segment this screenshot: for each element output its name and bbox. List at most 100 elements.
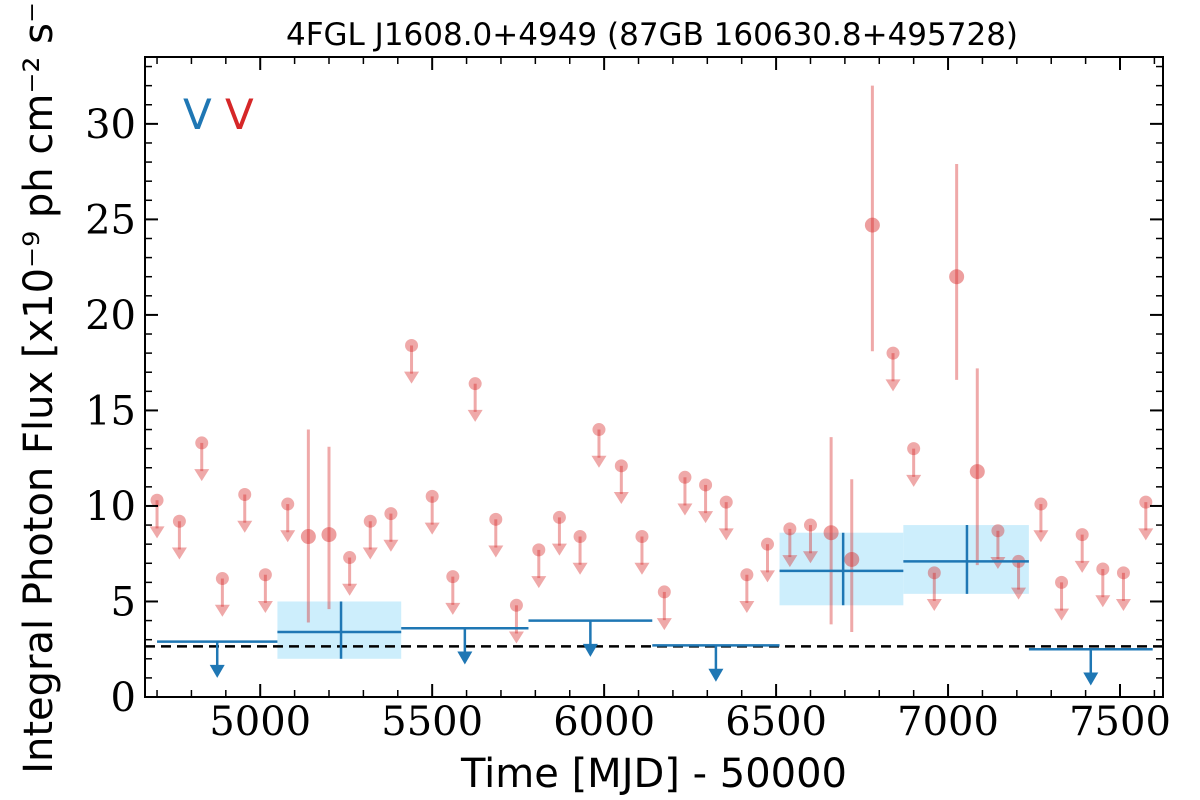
red-limit-arrow-2	[194, 469, 210, 482]
red-limit-arrow-19	[551, 543, 567, 556]
axis-ticks: 5000 5500 6000 6500 7000 7500 0 5 10 15 20 25 30	[85, 57, 1171, 745]
red-limit-arrow-12	[404, 371, 420, 384]
red-limit-arrow-21	[591, 455, 607, 468]
red-limit-arrow-44	[1074, 560, 1090, 573]
red-limit-arrow-5	[257, 600, 273, 613]
y-tick-label: 10	[85, 484, 136, 530]
red-limit-arrow-36	[906, 474, 922, 487]
red-limit-point-0	[150, 493, 164, 507]
red-limit-point-30	[783, 522, 797, 536]
red-limit-point-14	[446, 570, 460, 584]
y-tick-label: 0	[111, 675, 136, 721]
red-limit-arrow-0	[149, 526, 165, 539]
x-axis-label: Time [MJD] - 50000	[460, 751, 847, 797]
red-limit-point-1	[172, 514, 186, 528]
red-limit-arrow-35	[885, 379, 901, 392]
x-tick-label: 5000	[209, 699, 311, 745]
red-limit-point-46	[1116, 566, 1130, 580]
blue-band-1	[277, 601, 402, 659]
red-limit-arrow-1	[171, 547, 187, 560]
red-limit-point-28	[740, 568, 754, 582]
x-tick-label: 5500	[381, 699, 483, 745]
red-limit-point-15	[468, 377, 482, 391]
red-limit-arrow-6	[280, 530, 296, 543]
red-limit-arrow-26	[698, 511, 714, 524]
red-limit-point-24	[657, 585, 671, 599]
red-limit-arrow-47	[1138, 528, 1154, 541]
legend: V V	[183, 90, 254, 139]
red-limit-point-9	[343, 551, 357, 565]
red-limit-point-10	[363, 514, 377, 528]
red-limit-point-21	[592, 423, 606, 437]
red-limit-arrow-29	[759, 570, 775, 583]
red-limit-point-35	[886, 346, 900, 360]
red-limit-point-20	[573, 530, 587, 544]
blue-limit-arrow-2	[457, 651, 473, 665]
red-limit-point-25	[678, 470, 692, 484]
red-limit-arrow-11	[383, 539, 399, 552]
red-limit-point-3	[215, 572, 229, 586]
blue-limit-arrow-3	[582, 643, 598, 657]
red-limit-point-18	[532, 543, 546, 557]
red-limit-point-40	[991, 524, 1005, 538]
red-limit-point-27	[719, 495, 733, 509]
red-limit-arrow-20	[572, 562, 588, 575]
blue-band-5	[779, 532, 904, 606]
red-limit-point-5	[258, 568, 272, 582]
red-point-38	[949, 269, 965, 285]
red-limit-point-22	[614, 459, 628, 473]
red-limit-arrow-16	[488, 545, 504, 558]
y-tick-label: 20	[85, 293, 136, 339]
red-limit-point-19	[552, 510, 566, 524]
red-limit-arrow-17	[508, 631, 524, 644]
red-limit-arrow-18	[531, 576, 547, 589]
x-tick-label: 6500	[725, 699, 827, 745]
red-limit-point-11	[384, 507, 398, 521]
red-limit-arrow-10	[362, 547, 378, 560]
red-limit-arrow-27	[718, 528, 734, 541]
y-axis-label: Integral Photon Flux [x10⁻⁹ ph cm⁻² s⁻¹]	[16, 0, 62, 774]
red-limit-arrow-43	[1054, 608, 1070, 621]
red-limit-point-2	[195, 436, 209, 450]
red-limit-point-16	[489, 512, 503, 526]
legend-entry-blue: V	[183, 90, 212, 139]
red-limit-point-29	[760, 537, 774, 551]
x-tick-label: 7000	[897, 699, 999, 745]
red-limit-arrow-45	[1095, 595, 1111, 608]
red-limit-arrow-14	[445, 602, 461, 615]
red-point-7	[300, 529, 316, 545]
y-tick-label: 15	[85, 388, 136, 434]
red-point-34	[864, 217, 880, 233]
red-limit-point-31	[803, 518, 817, 532]
red-limit-point-44	[1075, 528, 1089, 542]
red-limit-arrow-9	[342, 583, 358, 596]
y-tick-label: 30	[85, 102, 136, 148]
red-limit-point-47	[1139, 495, 1153, 509]
red-limit-point-12	[405, 338, 419, 352]
x-tick-label: 7500	[1069, 699, 1171, 745]
red-limit-arrow-24	[656, 618, 672, 631]
red-limit-point-13	[425, 489, 439, 503]
red-limit-point-26	[699, 478, 713, 492]
red-limit-point-43	[1055, 575, 1069, 589]
red-limit-point-23	[635, 530, 649, 544]
red-limit-arrow-22	[613, 492, 629, 505]
red-limit-arrow-28	[739, 600, 755, 613]
red-limit-arrow-23	[634, 562, 650, 575]
red-limit-arrow-25	[677, 503, 693, 516]
red-limit-arrow-46	[1115, 599, 1131, 612]
red-limit-point-4	[238, 487, 252, 501]
red-limit-arrow-4	[237, 520, 253, 533]
red-limit-arrow-31	[802, 551, 818, 564]
chart-title: 4FGL J1608.0+4949 (87GB 160630.8+495728)	[286, 17, 1018, 53]
red-limit-arrow-37	[926, 599, 942, 612]
plot-frame	[144, 56, 1164, 698]
blue-limit-arrow-7	[1083, 672, 1099, 686]
blue-limit-arrow-4	[708, 668, 724, 682]
red-limit-point-37	[927, 566, 941, 580]
red-limit-arrow-42	[1033, 530, 1049, 543]
red-point-32	[823, 525, 839, 541]
red-limit-point-17	[509, 598, 523, 612]
red-limit-point-6	[281, 497, 295, 511]
red-point-39	[969, 464, 985, 480]
